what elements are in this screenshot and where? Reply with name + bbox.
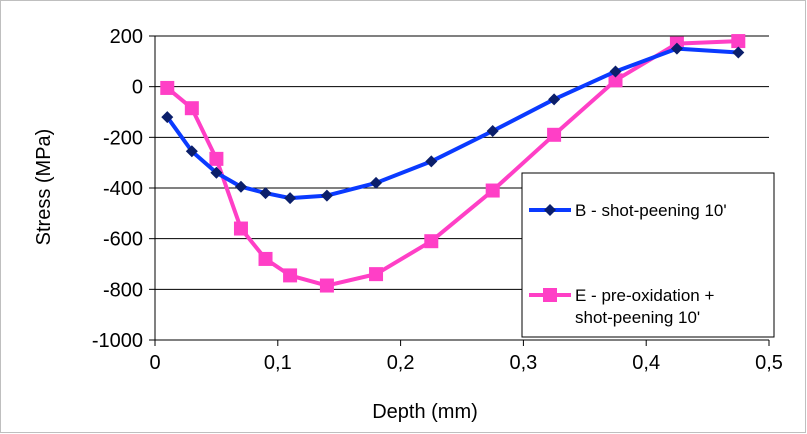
data-point-b (609, 65, 622, 78)
legend-b-marker (544, 204, 556, 216)
data-point-b (284, 192, 297, 205)
legend-e-marker (543, 288, 557, 302)
data-point-e (424, 234, 439, 249)
data-point-b (210, 166, 223, 179)
legend: B - shot-peening 10' E - pre-oxidation +… (521, 172, 775, 338)
data-point-e (258, 251, 273, 266)
data-point-e (731, 34, 746, 49)
data-point-e (608, 73, 623, 88)
x-tick-label: 0,5 (755, 352, 783, 374)
data-point-e (233, 221, 248, 236)
data-point-b (234, 180, 247, 193)
data-point-b (370, 176, 383, 189)
legend-e-label-line1: E - pre-oxidation + (575, 286, 714, 305)
data-point-e (485, 183, 500, 198)
data-point-e (209, 151, 224, 166)
x-tick-label: 0,1 (264, 352, 292, 374)
series-line-b (165, 46, 739, 201)
data-point-e (160, 80, 175, 95)
y-tick-label: 0 (132, 77, 143, 99)
y-axis-label: Stress (MPa) (33, 129, 55, 246)
data-point-b (548, 93, 561, 106)
data-point-e (369, 267, 384, 282)
data-point-e (319, 278, 334, 293)
data-point-b (185, 145, 198, 158)
data-point-b (486, 125, 499, 137)
y-tick-label: -400 (103, 178, 143, 200)
legend-b-label: B - shot-peening 10' (575, 201, 727, 220)
data-point-b (161, 111, 174, 124)
y-tick-label: -200 (103, 127, 143, 149)
data-point-b (670, 42, 683, 55)
legend-box (521, 172, 775, 338)
y-tick-label: -800 (103, 279, 143, 301)
x-tick-label: 0,3 (509, 352, 537, 374)
x-tick-label: 0 (149, 352, 160, 374)
data-point-b (320, 189, 333, 202)
data-point-e (184, 101, 199, 116)
legend-e-label-line2: shot-peening 10' (575, 308, 700, 327)
series-line-e (166, 39, 739, 288)
x-tick-label: 0,4 (632, 352, 660, 374)
y-tick-label: 200 (110, 26, 143, 48)
data-point-e (283, 268, 298, 283)
data-point-b (259, 187, 272, 200)
y-tick-label: -600 (103, 229, 143, 251)
x-tick-label: 0,2 (387, 352, 415, 374)
data-point-b (732, 46, 745, 59)
y-tick-label: -1000 (92, 330, 143, 352)
x-axis-label: Depth (mm) (372, 401, 478, 423)
data-point-e (547, 127, 562, 142)
data-point-b (425, 155, 438, 168)
